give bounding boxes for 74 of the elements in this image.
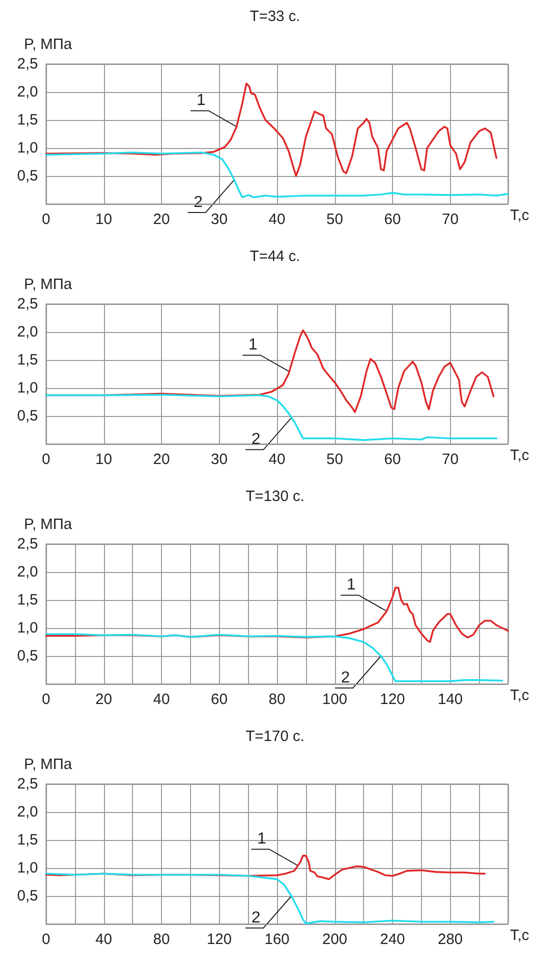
annotation: 1 — [196, 92, 206, 110]
chart-title: T=170 с. — [246, 728, 304, 745]
y-tick-label: 2,5 — [17, 56, 38, 72]
x-tick-label: 40 — [268, 451, 286, 468]
y-tick-label: 1,5 — [17, 592, 38, 608]
y-tick-label: 1,0 — [17, 860, 38, 876]
x-tick-label: 0 — [42, 211, 50, 228]
x-tick-label: 40 — [153, 691, 170, 708]
y-tick-label: 0,5 — [17, 888, 38, 904]
y-tick-label: 2,0 — [17, 564, 38, 580]
y-tick-label: 1,5 — [17, 112, 38, 128]
y-tick-label: 2,0 — [17, 324, 38, 340]
annotation: 1 — [346, 576, 356, 594]
y-axis-title: P, МПа — [24, 36, 73, 53]
x-tick-label: 60 — [384, 451, 401, 468]
annotation: 2 — [340, 670, 350, 686]
y-tick-label: 2,5 — [17, 296, 38, 312]
y-tick-label: 2,5 — [17, 776, 38, 792]
x-tick-label: 10 — [95, 451, 112, 468]
x-axis-title: T,c — [510, 687, 530, 704]
x-tick-label: 80 — [268, 691, 286, 708]
y-tick-label: 1,0 — [17, 620, 38, 636]
x-tick-label: 0 — [42, 931, 50, 948]
x-tick-label: 280 — [438, 931, 463, 948]
chart-title: T=130 с. — [246, 488, 304, 505]
y-tick-label: 0,5 — [17, 408, 38, 424]
y-axis-title: P, МПа — [24, 756, 73, 773]
line-series — [45, 633, 504, 682]
x-tick-label: 70 — [442, 451, 459, 468]
annotation: 2 — [251, 431, 260, 448]
y-tick-label: 1,5 — [17, 832, 38, 848]
annotation: 2 — [251, 910, 260, 926]
x-tick-label: 160 — [264, 931, 290, 948]
y-tick-label: 1,5 — [17, 352, 38, 368]
x-tick-label: 40 — [268, 211, 286, 228]
x-tick-label: 200 — [322, 931, 348, 948]
x-tick-label: 50 — [326, 451, 344, 468]
x-tick-label: 10 — [95, 211, 112, 228]
x-tick-label: 60 — [210, 691, 228, 708]
y-axis-title: P, МПа — [24, 516, 73, 533]
x-tick-label: 0 — [42, 691, 50, 708]
x-tick-label: 100 — [322, 691, 348, 708]
x-axis-title: T,c — [510, 207, 530, 224]
x-tick-label: 20 — [153, 451, 170, 468]
y-tick-label: 2,0 — [17, 804, 38, 820]
line-series — [45, 872, 494, 924]
x-axis-title: T,c — [510, 447, 530, 464]
annotation: 1 — [257, 830, 266, 848]
x-tick-label: 50 — [326, 211, 344, 228]
y-axis-title: P, МПа — [24, 276, 73, 293]
x-tick-label: 30 — [210, 211, 228, 228]
x-tick-label: 120 — [206, 931, 232, 948]
x-tick-label: 20 — [153, 211, 170, 228]
y-tick-label: 1,0 — [17, 140, 38, 156]
x-tick-label: 40 — [95, 931, 112, 948]
y-tick-label: 2,5 — [17, 536, 38, 552]
y-tick-label: 0,5 — [17, 168, 38, 184]
x-tick-label: 240 — [380, 931, 406, 948]
x-tick-label: 70 — [442, 211, 459, 228]
y-tick-label: 0,5 — [17, 648, 38, 664]
x-tick-label: 140 — [438, 691, 463, 708]
x-tick-label: 120 — [380, 691, 406, 708]
x-axis-title: T,c — [510, 927, 530, 944]
x-tick-label: 0 — [42, 451, 50, 468]
y-tick-label: 2,0 — [17, 84, 38, 100]
x-tick-label: 80 — [153, 931, 170, 948]
line-series — [45, 82, 498, 177]
x-tick-label: 20 — [95, 691, 112, 708]
chart-title: T=44 с. — [250, 248, 300, 265]
chart-title: T=33 с. — [250, 8, 300, 25]
annotation: 1 — [248, 336, 258, 354]
y-tick-label: 1,0 — [17, 380, 38, 396]
x-tick-label: 60 — [384, 211, 401, 228]
x-tick-label: 30 — [210, 451, 228, 468]
